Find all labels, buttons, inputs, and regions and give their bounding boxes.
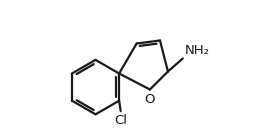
Text: O: O (145, 93, 155, 106)
Text: NH₂: NH₂ (184, 44, 209, 57)
Text: Cl: Cl (114, 114, 127, 127)
